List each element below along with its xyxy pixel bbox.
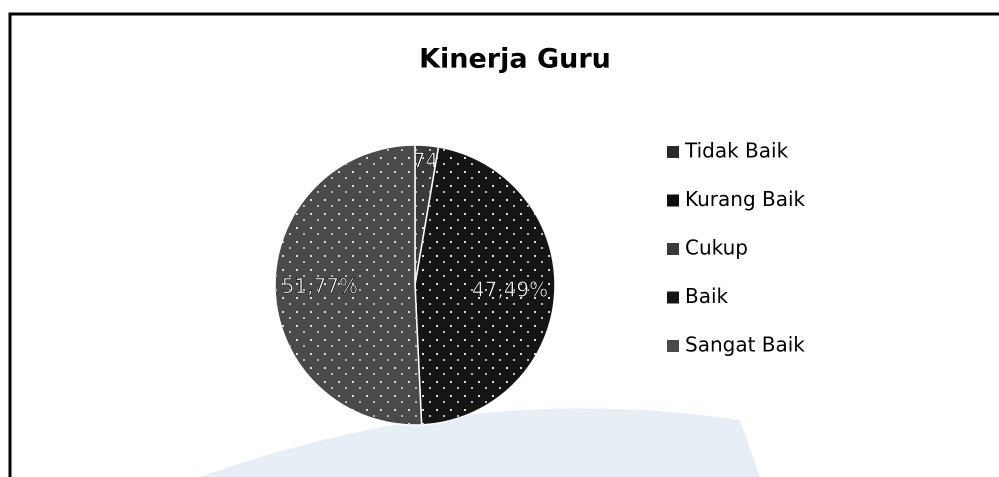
legend-label: Baik bbox=[685, 284, 729, 308]
legend-swatch bbox=[667, 194, 679, 207]
legend-swatch bbox=[667, 243, 679, 255]
chart-title: Kinerja Guru bbox=[419, 44, 611, 75]
frame bbox=[8, 12, 999, 477]
legend-label: Tidak Baik bbox=[684, 139, 789, 163]
legend-label: Sangat Baik bbox=[685, 333, 805, 357]
data-label: 51,77% bbox=[282, 274, 358, 298]
legend-swatch bbox=[667, 291, 679, 304]
data-label: 47,49% bbox=[472, 277, 548, 301]
legend-swatch bbox=[667, 340, 679, 352]
watermark bbox=[200, 408, 760, 477]
legend-label: Kurang Baik bbox=[685, 187, 806, 211]
legend-label: Cukup bbox=[685, 236, 748, 260]
legend-swatch bbox=[667, 146, 679, 158]
